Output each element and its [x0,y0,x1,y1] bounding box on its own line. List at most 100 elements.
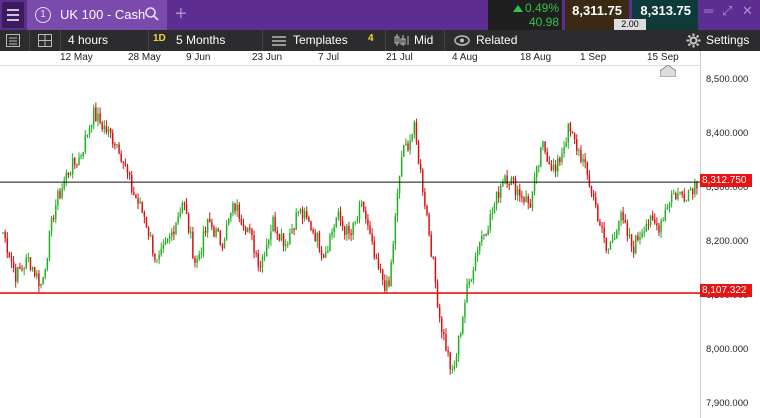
candle [586,161,589,180]
interval-selector[interactable]: 4 hours [68,33,109,47]
candle [12,255,15,273]
range-selector[interactable]: 5 Months [176,33,226,47]
candle [508,183,510,191]
candle [141,201,143,214]
candle [312,227,314,235]
list-icon[interactable] [6,34,20,47]
candle [470,278,473,283]
templates-button[interactable]: Templates [293,33,348,47]
candle [506,169,508,189]
candle [173,225,175,240]
candle [430,230,432,258]
candle [620,210,622,226]
date-label: 1 Sep [580,52,607,63]
date-label: 9 Jun [186,52,211,63]
candle [666,204,669,210]
candle [497,186,500,204]
candle [268,238,270,249]
candle [116,143,118,149]
price-chart[interactable] [0,66,700,418]
candle [251,227,253,241]
candle [451,364,454,374]
candle [348,221,350,240]
candle [356,215,359,224]
candle [282,232,285,252]
date-label: 23 Jun [252,52,283,63]
candle [244,225,247,235]
candle [373,236,375,260]
add-tab-icon[interactable]: + [175,3,187,25]
candle [57,188,59,210]
price-type-selector[interactable]: Mid [414,33,434,47]
candle [445,328,447,352]
candle [166,238,169,244]
candle [540,146,542,168]
candle [86,134,89,139]
candle [278,233,281,242]
candle [55,199,57,224]
candle [4,229,6,243]
candle [213,224,215,238]
candle [683,188,686,203]
candle [253,230,255,259]
sell-price-button[interactable]: 8,311.75 [565,0,629,30]
related-button[interactable]: Related [476,33,518,47]
candle [516,185,519,201]
hamburger-menu-icon[interactable] [2,2,24,28]
close-icon[interactable]: ✕ [742,3,753,18]
date-label: 15 Sep [647,52,679,63]
support-line-tag[interactable]: 8,107.322 [700,284,752,297]
candle [223,237,226,249]
candle [603,221,605,244]
candle [31,266,34,272]
templates-icon [272,36,286,46]
candle [99,107,101,125]
candle [196,255,198,269]
candle [84,130,87,155]
price-axis [700,51,760,418]
minimize-icon[interactable]: ═ [704,3,714,18]
candle [599,218,601,226]
expand-icon[interactable]: ⤢ [722,3,733,18]
candle [386,275,388,294]
candle [289,228,291,245]
candle [573,132,576,145]
gear-icon[interactable] [686,33,701,48]
candle [407,140,409,152]
candle [90,124,93,133]
home-marker-icon[interactable] [660,65,676,77]
candle [259,260,262,272]
candle [580,145,582,164]
layout-grid-icon[interactable] [38,34,52,47]
candle [346,224,348,241]
candle [527,193,529,210]
candle [687,189,690,202]
candle [287,241,289,248]
candle [202,225,205,258]
candle [124,158,127,167]
candle [417,139,420,165]
candle [137,193,139,210]
candle [459,331,462,339]
candle [616,228,618,240]
candle [622,206,624,224]
search-icon[interactable] [144,6,160,22]
candle [457,335,460,362]
candle [630,234,633,253]
candle [691,187,694,200]
candle [521,190,523,203]
candle [481,230,483,246]
candle [164,236,167,245]
date-label: 7 Jul [318,52,340,63]
candle [384,274,386,294]
candle [354,221,357,226]
instrument-tab[interactable]: 1 UK 100 - Cash [27,0,167,30]
candle [175,221,177,236]
settings-button[interactable]: Settings [706,33,750,47]
candle [525,190,527,203]
candle [597,202,599,222]
candle [474,252,477,272]
candle [135,193,137,199]
candle [88,124,91,139]
candle [314,228,316,242]
